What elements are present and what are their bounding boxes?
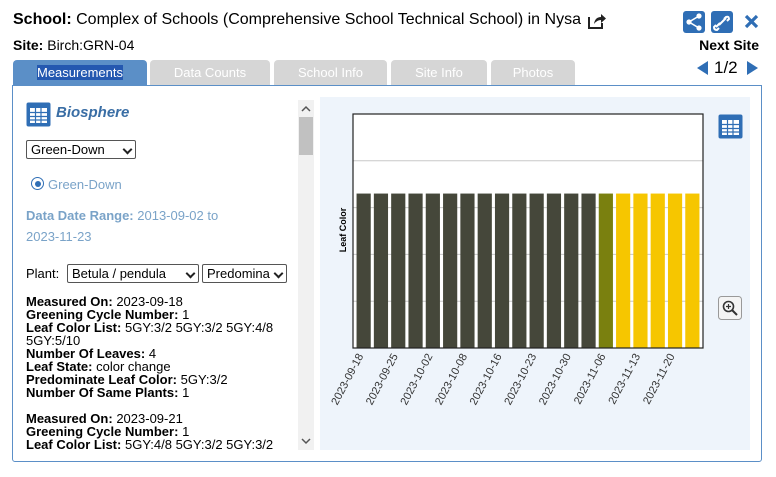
radio-label: Green-Down — [48, 177, 122, 192]
field-label: Predominate Leaf Color — [26, 372, 173, 387]
link-icon[interactable] — [711, 11, 733, 33]
bar — [529, 193, 544, 348]
field-label: Leaf Color List — [26, 320, 118, 335]
bar — [494, 193, 510, 348]
field-value: color change — [96, 359, 171, 374]
field-value: 2023-09-21 — [116, 411, 183, 426]
bar — [460, 193, 475, 348]
record-field: Measured On: 2023-09-21 — [26, 411, 183, 426]
part-select[interactable]: Predomina — [202, 264, 287, 283]
field-value: 5GY:3/2 — [180, 372, 228, 387]
left-pane: Biosphere Green-Down Green-Down Data Dat… — [18, 97, 298, 451]
bar — [581, 193, 596, 348]
tab[interactable]: Photos — [491, 60, 575, 85]
bar — [512, 193, 527, 348]
record-field: Predominate Leaf Color: 5GY:3/2 — [26, 372, 228, 387]
record-field: Leaf State: color change — [26, 359, 171, 374]
plot-area — [353, 114, 703, 348]
site-label: Site: — [13, 37, 44, 53]
plant-select[interactable]: Betula / pendula — [67, 264, 199, 283]
record-field: Greening Cycle Number: 1 — [26, 307, 190, 322]
bar — [356, 193, 371, 348]
y-axis-label: Leaf Color — [338, 207, 348, 252]
panel-title: Biosphere — [56, 104, 130, 121]
records: Measured On: 2023-09-18 Greening Cycle Nu… — [26, 295, 290, 451]
share-icon[interactable] — [683, 11, 705, 33]
record-field: Greening Cycle Number: 1 — [26, 424, 190, 439]
tab[interactable]: School Info — [274, 60, 387, 85]
field-value: 1 — [182, 307, 190, 322]
pager: 1/2 — [714, 58, 738, 77]
bar — [650, 193, 665, 348]
field-label: Greening Cycle Number — [26, 424, 175, 439]
school-name: Complex of Schools (Comprehensive School… — [76, 11, 581, 28]
bar — [443, 193, 458, 348]
tab[interactable]: Site Info — [391, 60, 487, 85]
field-label: Leaf Color List — [26, 437, 118, 451]
field-label: Measured On — [26, 411, 109, 426]
field-label: Number Of Leaves — [26, 346, 141, 361]
record-field: Leaf Color List: 5GY:4/8 5GY:3/2 5GY:3/2 — [26, 437, 274, 451]
date-range-value: 2013-09-02 to 2023-11-23 — [26, 208, 219, 244]
zoom-icon[interactable] — [718, 296, 742, 320]
plot-frame — [352, 113, 704, 349]
record-field: Measured On: 2023-09-18 — [26, 294, 183, 309]
school-label: School: — [13, 11, 72, 28]
site-id: Birch:GRN-04 — [47, 37, 135, 53]
next-arrow[interactable] — [745, 59, 760, 77]
scrollbar[interactable] — [298, 100, 314, 450]
date-range: Data Date Range: 2013-09-02 to 2023-11-2… — [26, 205, 254, 247]
protocol-select[interactable]: Green-Down — [26, 140, 136, 159]
bar — [564, 193, 579, 348]
bar — [408, 193, 423, 348]
date-range-label: Data Date Range: — [26, 208, 134, 223]
school-line: School: Complex of Schools (Comprehensiv… — [13, 11, 581, 29]
record-field: Number Of Same Plants: 1 — [26, 385, 190, 400]
field-label: Measured On — [26, 294, 109, 309]
radio[interactable] — [31, 177, 44, 190]
share-link-icon[interactable] — [586, 11, 608, 31]
field-label: Number Of Same Plants — [26, 385, 175, 400]
bar — [477, 193, 492, 348]
bar — [598, 193, 613, 348]
tab[interactable]: Measurements — [13, 60, 147, 85]
chart-table-icon[interactable] — [718, 114, 743, 139]
bar — [425, 193, 440, 348]
field-value: 1 — [182, 385, 190, 400]
close-icon[interactable] — [744, 14, 759, 29]
bar — [667, 193, 683, 348]
field-label: Greening Cycle Number — [26, 307, 175, 322]
record-field: Leaf Color List: 5GY:3/2 5GY:3/2 5GY:4/8… — [26, 320, 274, 348]
bar — [373, 193, 389, 348]
site-line: Site: Birch:GRN-04 — [13, 37, 134, 53]
bar — [616, 193, 631, 348]
record-field: Number Of Leaves: 4 — [26, 346, 157, 361]
next-site[interactable]: Next Site — [699, 37, 759, 53]
table-icon[interactable] — [26, 102, 51, 127]
field-value: 1 — [182, 424, 190, 439]
header-icons — [683, 11, 759, 33]
field-value: 4 — [148, 346, 157, 361]
prev-arrow[interactable] — [695, 59, 710, 77]
record: Measured On: 2023-09-21 Greening Cycle Nu… — [26, 412, 290, 451]
field-value: 5GY:4/8 5GY:3/2 5GY:3/2 — [124, 437, 274, 451]
field-value: 2023-09-18 — [116, 294, 183, 309]
bar — [546, 193, 562, 348]
record: Measured On: 2023-09-18 Greening Cycle Nu… — [26, 295, 290, 399]
field-label: Leaf State — [26, 359, 89, 374]
field-value: 5GY:3/2 5GY:3/2 5GY:4/8 5GY:5/10 — [26, 320, 274, 348]
panel — [12, 85, 762, 462]
bar — [391, 193, 406, 348]
tab[interactable]: Data Counts — [150, 60, 270, 85]
bar — [685, 193, 700, 348]
bar — [633, 193, 648, 348]
chart: Leaf Color 2023-09-182023-09-252023-10-0… — [320, 97, 750, 450]
plant-label: Plant: — [26, 266, 60, 281]
